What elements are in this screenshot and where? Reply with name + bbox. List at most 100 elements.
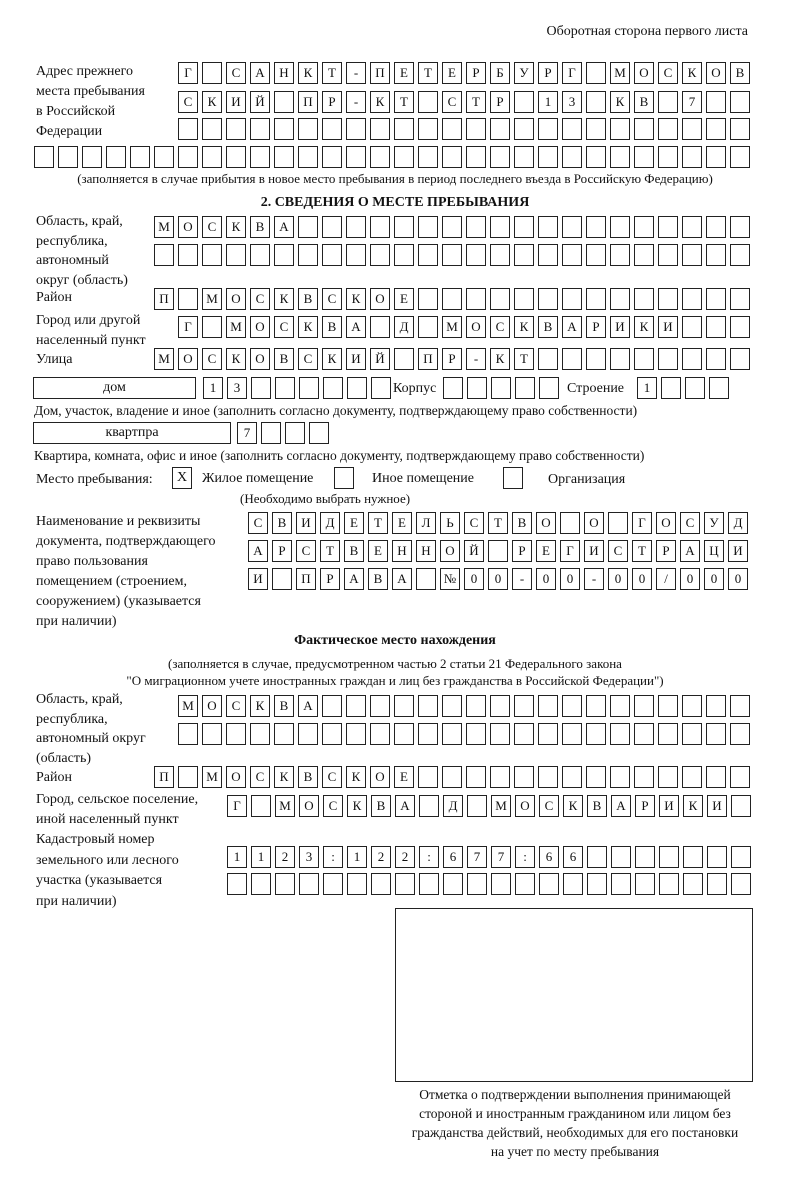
char-cell[interactable]: Е <box>394 288 414 310</box>
char-cell[interactable]: С <box>323 795 343 817</box>
char-cell[interactable] <box>587 873 607 895</box>
doc-row-3[interactable]: И П Р А В А № 0 0-0 0-0 0/0 0 0 <box>248 568 752 590</box>
char-cell[interactable] <box>635 846 655 868</box>
char-cell[interactable] <box>395 873 415 895</box>
char-cell[interactable] <box>491 377 511 399</box>
char-cell[interactable] <box>298 118 318 140</box>
char-cell[interactable] <box>707 846 727 868</box>
char-cell[interactable] <box>730 766 750 788</box>
char-cell[interactable] <box>346 244 366 266</box>
char-cell[interactable] <box>275 873 295 895</box>
char-cell[interactable]: 0 <box>704 568 724 590</box>
char-cell[interactable]: П <box>154 766 174 788</box>
char-cell[interactable]: Р <box>322 91 342 113</box>
char-cell[interactable]: С <box>274 316 294 338</box>
char-cell[interactable] <box>730 695 750 717</box>
char-cell[interactable] <box>634 348 654 370</box>
char-cell[interactable] <box>683 846 703 868</box>
char-cell[interactable]: 2 <box>395 846 415 868</box>
char-cell[interactable]: С <box>322 288 342 310</box>
apt-number-row[interactable]: 7 <box>237 422 333 444</box>
char-cell[interactable] <box>323 873 343 895</box>
char-cell[interactable]: К <box>563 795 583 817</box>
char-cell[interactable]: И <box>707 795 727 817</box>
char-cell[interactable] <box>730 146 750 168</box>
char-cell[interactable] <box>610 244 630 266</box>
char-cell[interactable] <box>442 118 462 140</box>
char-cell[interactable] <box>490 244 510 266</box>
char-cell[interactable]: Р <box>656 540 676 562</box>
char-cell[interactable] <box>227 873 247 895</box>
char-cell[interactable] <box>610 723 630 745</box>
char-cell[interactable]: С <box>680 512 700 534</box>
char-cell[interactable] <box>709 377 729 399</box>
char-cell[interactable] <box>682 723 702 745</box>
char-cell[interactable] <box>610 146 630 168</box>
char-cell[interactable]: Г <box>178 62 198 84</box>
char-cell[interactable] <box>466 766 486 788</box>
char-cell[interactable]: Е <box>536 540 556 562</box>
char-cell[interactable]: Т <box>322 62 342 84</box>
char-cell[interactable]: К <box>514 316 534 338</box>
char-cell[interactable]: О <box>706 62 726 84</box>
char-cell[interactable] <box>488 540 508 562</box>
char-cell[interactable] <box>370 146 390 168</box>
char-cell[interactable] <box>322 723 342 745</box>
char-cell[interactable] <box>226 118 246 140</box>
char-cell[interactable]: А <box>298 695 318 717</box>
char-cell[interactable]: Н <box>274 62 294 84</box>
char-cell[interactable]: 3 <box>562 91 582 113</box>
char-cell[interactable]: 0 <box>536 568 556 590</box>
char-cell[interactable]: : <box>515 846 535 868</box>
char-cell[interactable] <box>706 146 726 168</box>
char-cell[interactable] <box>323 377 343 399</box>
char-cell[interactable]: Р <box>272 540 292 562</box>
char-cell[interactable] <box>658 723 678 745</box>
char-cell[interactable]: И <box>728 540 748 562</box>
char-cell[interactable]: И <box>248 568 268 590</box>
char-cell[interactable] <box>299 873 319 895</box>
char-cell[interactable] <box>466 288 486 310</box>
char-cell[interactable]: 1 <box>347 846 367 868</box>
char-cell[interactable]: С <box>226 695 246 717</box>
char-cell[interactable]: - <box>346 91 366 113</box>
char-cell[interactable]: : <box>419 846 439 868</box>
char-cell[interactable] <box>706 91 726 113</box>
char-cell[interactable] <box>730 244 750 266</box>
char-cell[interactable] <box>610 348 630 370</box>
char-cell[interactable] <box>490 288 510 310</box>
char-cell[interactable]: Т <box>368 512 388 534</box>
char-cell[interactable] <box>106 146 126 168</box>
char-cell[interactable] <box>443 873 463 895</box>
char-cell[interactable]: А <box>250 62 270 84</box>
char-cell[interactable] <box>202 723 222 745</box>
char-cell[interactable] <box>634 146 654 168</box>
char-cell[interactable] <box>634 244 654 266</box>
char-cell[interactable]: Г <box>227 795 247 817</box>
char-cell[interactable] <box>274 244 294 266</box>
char-cell[interactable]: 1 <box>227 846 247 868</box>
char-cell[interactable] <box>490 118 510 140</box>
char-cell[interactable] <box>490 766 510 788</box>
char-cell[interactable]: С <box>298 348 318 370</box>
char-cell[interactable] <box>562 244 582 266</box>
char-cell[interactable]: О <box>250 316 270 338</box>
char-cell[interactable]: 0 <box>680 568 700 590</box>
char-cell[interactable]: У <box>514 62 534 84</box>
char-cell[interactable] <box>685 377 705 399</box>
char-cell[interactable] <box>587 846 607 868</box>
char-cell[interactable] <box>490 216 510 238</box>
char-cell[interactable] <box>538 146 558 168</box>
apt-type-field[interactable]: квартпра <box>33 422 231 444</box>
char-cell[interactable] <box>706 118 726 140</box>
char-cell[interactable] <box>560 512 580 534</box>
char-cell[interactable]: 2 <box>371 846 391 868</box>
char-cell[interactable] <box>226 723 246 745</box>
char-cell[interactable] <box>490 723 510 745</box>
char-cell[interactable] <box>251 873 271 895</box>
char-cell[interactable] <box>658 91 678 113</box>
char-cell[interactable] <box>251 377 271 399</box>
char-cell[interactable]: С <box>539 795 559 817</box>
char-cell[interactable]: Й <box>370 348 390 370</box>
